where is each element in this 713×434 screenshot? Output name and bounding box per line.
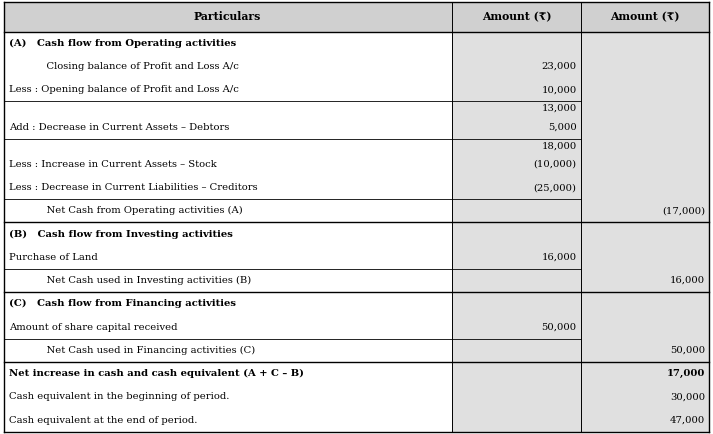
Text: 23,000: 23,000: [542, 62, 577, 71]
Text: 16,000: 16,000: [542, 253, 577, 262]
Text: Purchase of Land: Purchase of Land: [9, 253, 98, 262]
Bar: [4, 246, 452, 269]
Bar: [4, 2, 452, 32]
Bar: [452, 292, 581, 316]
Bar: [4, 223, 452, 246]
Bar: [452, 316, 581, 339]
Bar: [4, 199, 452, 223]
Text: Add : Decrease in Current Assets – Debtors: Add : Decrease in Current Assets – Debto…: [9, 122, 230, 132]
Bar: [452, 223, 581, 246]
Bar: [581, 246, 709, 269]
Text: (A)   Cash flow from Operating activities: (A) Cash flow from Operating activities: [9, 39, 237, 48]
Text: (25,000): (25,000): [534, 183, 577, 192]
Bar: [452, 385, 581, 408]
Text: 10,000: 10,000: [541, 85, 577, 94]
Text: 16,000: 16,000: [670, 276, 705, 285]
Bar: [4, 408, 452, 432]
Bar: [452, 2, 581, 32]
Bar: [4, 139, 452, 153]
Bar: [4, 78, 452, 102]
Bar: [4, 55, 452, 78]
Text: Net Cash from Operating activities (A): Net Cash from Operating activities (A): [9, 206, 243, 215]
Text: (C)   Cash flow from Financing activities: (C) Cash flow from Financing activities: [9, 299, 236, 309]
Bar: [452, 102, 581, 115]
Text: Net Cash used in Financing activities (C): Net Cash used in Financing activities (C…: [9, 346, 255, 355]
Text: 50,000: 50,000: [542, 322, 577, 332]
Bar: [4, 176, 452, 199]
Bar: [4, 269, 452, 292]
Text: Amount (₹): Amount (₹): [481, 11, 551, 23]
Bar: [452, 153, 581, 176]
Bar: [4, 339, 452, 362]
Bar: [452, 199, 581, 223]
Bar: [4, 115, 452, 139]
Bar: [4, 362, 452, 385]
Text: (10,000): (10,000): [533, 160, 577, 169]
Bar: [452, 408, 581, 432]
Text: Amount (₹): Amount (₹): [610, 11, 680, 23]
Text: Less : Decrease in Current Liabilities – Creditors: Less : Decrease in Current Liabilities –…: [9, 183, 258, 192]
Bar: [4, 102, 452, 115]
Bar: [4, 316, 452, 339]
Bar: [4, 292, 452, 316]
Text: Net Cash used in Investing activities (B): Net Cash used in Investing activities (B…: [9, 276, 252, 285]
Bar: [581, 408, 709, 432]
Bar: [452, 32, 581, 55]
Bar: [4, 32, 452, 55]
Text: 17,000: 17,000: [667, 369, 705, 378]
Bar: [4, 153, 452, 176]
Text: Less : Increase in Current Assets – Stock: Less : Increase in Current Assets – Stoc…: [9, 160, 217, 169]
Text: (17,000): (17,000): [662, 206, 705, 215]
Bar: [452, 139, 581, 153]
Bar: [581, 115, 709, 139]
Bar: [452, 362, 581, 385]
Bar: [581, 2, 709, 32]
Bar: [452, 55, 581, 78]
Text: Cash equivalent in the beginning of period.: Cash equivalent in the beginning of peri…: [9, 392, 230, 401]
Bar: [452, 115, 581, 139]
Text: 50,000: 50,000: [670, 346, 705, 355]
Bar: [581, 269, 709, 292]
Bar: [581, 32, 709, 55]
Bar: [452, 246, 581, 269]
Bar: [581, 55, 709, 78]
Bar: [581, 385, 709, 408]
Bar: [581, 139, 709, 153]
Text: Cash equivalent at the end of period.: Cash equivalent at the end of period.: [9, 416, 198, 425]
Bar: [581, 362, 709, 385]
Bar: [581, 316, 709, 339]
Bar: [452, 269, 581, 292]
Bar: [452, 78, 581, 102]
Bar: [4, 385, 452, 408]
Text: Particulars: Particulars: [194, 11, 262, 23]
Text: Less : Opening balance of Profit and Loss A/c: Less : Opening balance of Profit and Los…: [9, 85, 239, 94]
Text: Amount of share capital received: Amount of share capital received: [9, 322, 178, 332]
Text: 5,000: 5,000: [548, 122, 577, 132]
Bar: [452, 339, 581, 362]
Bar: [581, 153, 709, 176]
Bar: [452, 176, 581, 199]
Text: (B)   Cash flow from Investing activities: (B) Cash flow from Investing activities: [9, 230, 233, 239]
Text: 47,000: 47,000: [670, 416, 705, 425]
Bar: [581, 292, 709, 316]
Text: Net increase in cash and cash equivalent (A + C – B): Net increase in cash and cash equivalent…: [9, 369, 304, 378]
Bar: [581, 199, 709, 223]
Bar: [581, 339, 709, 362]
Bar: [581, 78, 709, 102]
Bar: [581, 223, 709, 246]
Bar: [581, 102, 709, 115]
Text: 13,000: 13,000: [541, 104, 577, 113]
Text: 18,000: 18,000: [541, 141, 577, 150]
Text: Closing balance of Profit and Loss A/c: Closing balance of Profit and Loss A/c: [9, 62, 239, 71]
Text: 30,000: 30,000: [670, 392, 705, 401]
Bar: [581, 176, 709, 199]
